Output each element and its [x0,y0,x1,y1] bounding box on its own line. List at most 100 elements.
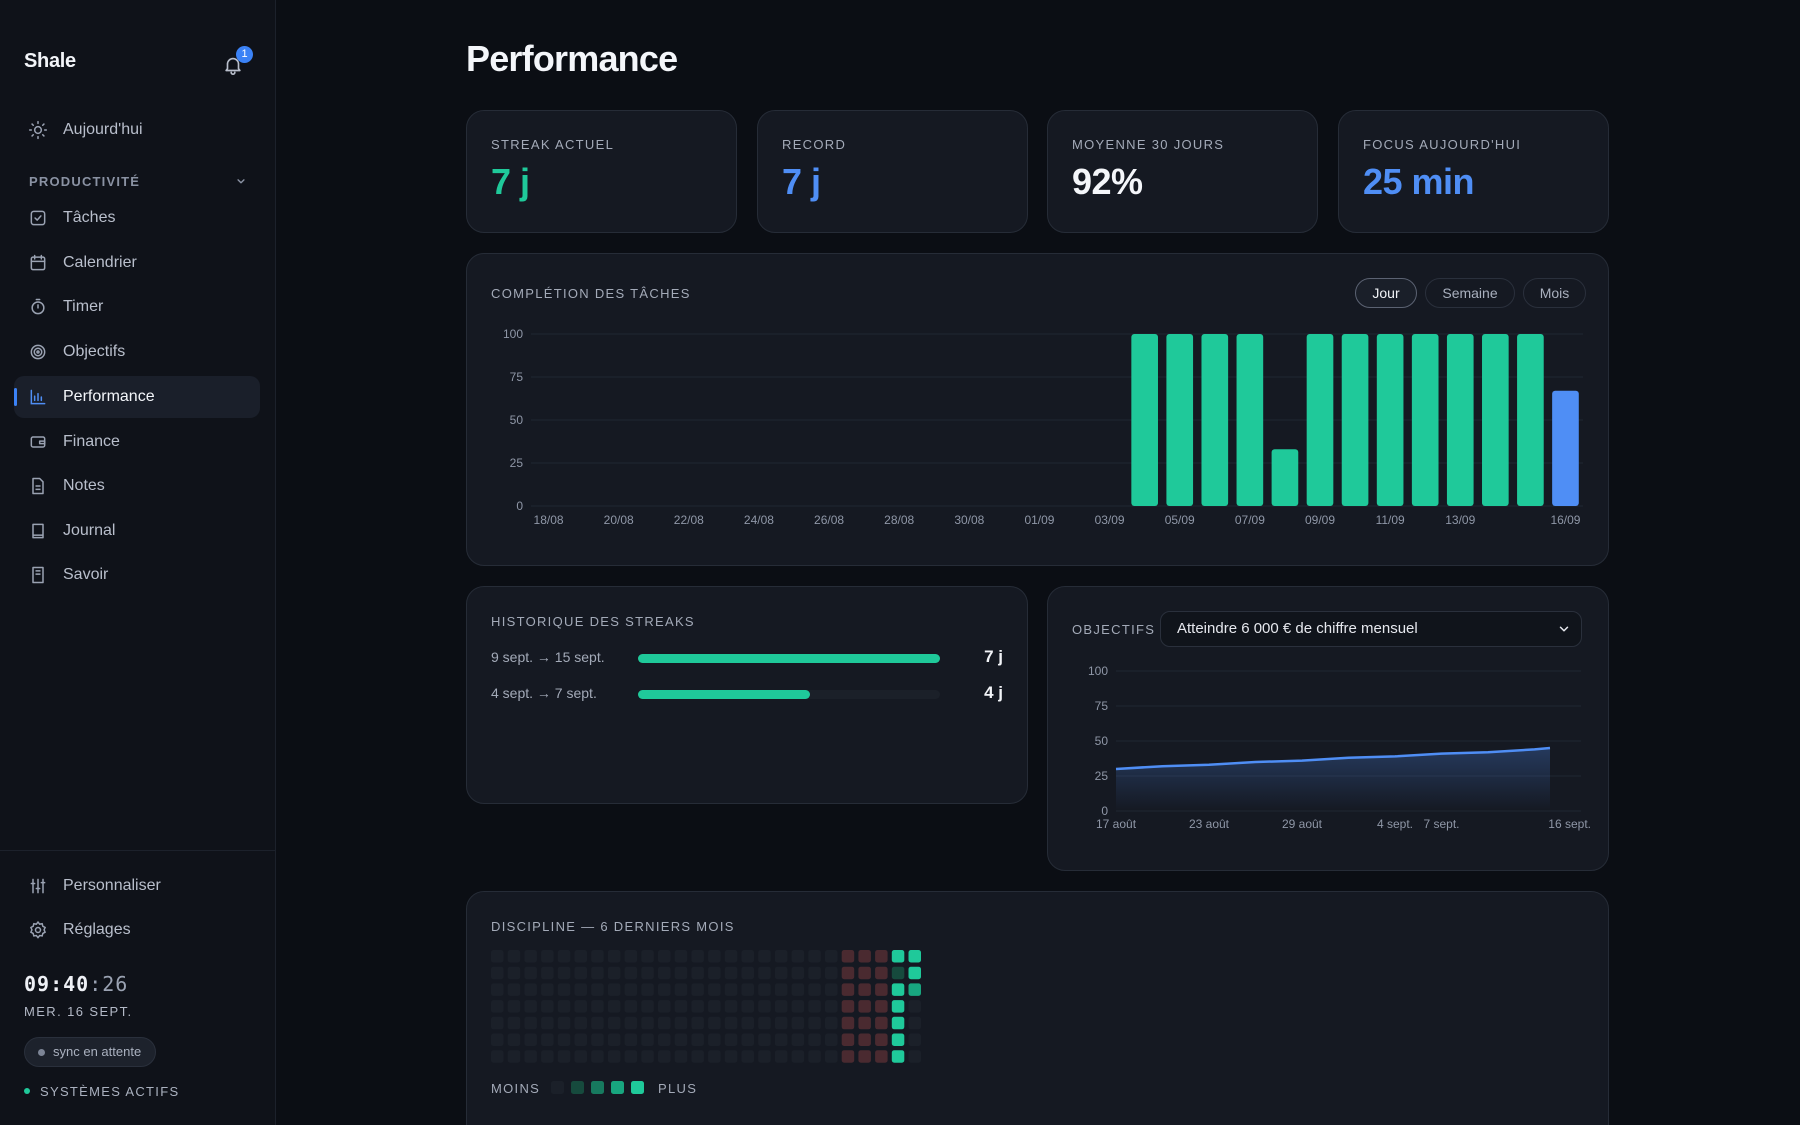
heatmap-cell [507,950,521,963]
sidebar-item-label: Réglages [63,921,131,938]
heatmap-cell [524,1016,537,1030]
heatmap-cell [641,1016,654,1030]
goal-select[interactable]: Atteindre 6 000 € de chiffre mensuel [1160,611,1582,647]
sidebar-item-label: Performance [63,388,155,405]
heatmap-cell [541,983,554,996]
heatmap-cell [908,950,921,963]
wallet-icon [30,436,46,448]
sidebar-item-calendar[interactable]: Calendrier [14,242,260,284]
bell-icon[interactable] [222,54,244,76]
heatmap-cell [858,1000,871,1013]
sidebar-item-settings[interactable]: Réglages [14,909,260,951]
heatmap-cell [825,966,838,980]
heatmap-cell [791,1016,805,1030]
heatmap-cell [791,950,805,963]
sidebar-item-notes[interactable]: Notes [14,465,260,507]
chevron-down-icon[interactable] [234,174,248,188]
heatmap-cell [557,1016,571,1030]
heatmap-cell [808,966,821,980]
heatmap-cell [741,1033,754,1046]
sidebar-item-finance[interactable]: Finance [14,421,260,463]
y-tick-label: 0 [1101,804,1108,818]
heatmap-cell [574,966,587,980]
chevron-down-icon [1559,626,1569,632]
heatmap-cell [507,1016,521,1030]
section-label-productivity: PRODUCTIVITÉ [29,174,141,189]
notification-badge: 1 [236,46,253,63]
sidebar-item-performance[interactable]: Performance [14,376,260,418]
heatmap-cell [691,1033,704,1046]
range-tab-day[interactable]: Jour [1355,278,1417,308]
document-icon [32,477,44,495]
current-date: MER. 16 SEPT. [24,1004,133,1019]
stat-label: MOYENNE 30 JOURS [1072,137,1225,152]
sliders-icon [30,878,46,894]
heatmap-cell [491,950,504,963]
heatmap-cell [741,983,754,996]
heatmap-cell [641,1050,654,1063]
heatmap-cell [808,950,821,963]
heatmap-cell [858,966,871,980]
sidebar-item-label: Tâches [63,209,116,226]
bar-chart-icon [30,389,46,405]
sidebar-item-knowledge[interactable]: Savoir [14,554,260,596]
goal-progress-chart: 0 25 50 75 100 17 août 23 août 29 août 4 sept. 7 … [1088,664,1591,831]
sync-status-badge[interactable]: sync en attente [24,1037,157,1067]
bar [1411,334,1439,506]
heatmap-cell [491,1050,504,1063]
heatmap-cell [841,1033,855,1046]
heatmap-cell [891,1000,905,1013]
streak-range: 4 sept. → 7 sept. [491,685,597,701]
heatmap-cell [591,966,604,980]
heatmap-cell [624,950,638,963]
streak-row: 9 sept. → 15 sept. 7 j [491,647,1003,667]
systems-status: SYSTÈMES ACTIFS [24,1084,179,1099]
heatmap-cell [557,1000,571,1013]
x-tick-label: 05/09 [1165,513,1195,527]
heatmap-cell [825,1016,838,1030]
sidebar-item-label: Aujourd'hui [63,121,143,138]
heatmap-cell [507,1033,521,1046]
heatmap-cell [624,1000,638,1013]
objectives-card: OBJECTIFS Atteindre 6 000 € de chiffre m… [1047,586,1609,871]
sidebar-item-timer[interactable]: Timer [14,286,260,328]
heatmap-cell [691,966,704,980]
heatmap-cell [758,1033,771,1046]
heatmap-cell [541,966,554,980]
heatmap-cell [541,1000,554,1013]
legend-swatch [551,1081,564,1094]
heatmap-cell [624,1016,638,1030]
heatmap-cell [541,1016,554,1030]
heatmap-cell [774,966,788,980]
goal-select-value: Atteindre 6 000 € de chiffre mensuel [1177,620,1418,637]
heatmap-cell [841,950,855,963]
sidebar-item-journal[interactable]: Journal [14,510,260,552]
heatmap-cell [708,983,721,996]
heatmap-cell [507,966,521,980]
clock-seconds: 26 [102,972,129,996]
x-tick-label: 24/08 [744,513,774,527]
heatmap-cell [708,966,721,980]
heatmap-cell [557,1033,571,1046]
range-tab-month[interactable]: Mois [1523,278,1586,308]
sidebar-item-today[interactable]: Aujourd'hui [14,109,260,151]
heatmap-cell [908,1016,921,1030]
sidebar-item-tasks[interactable]: Tâches [14,197,260,239]
heatmap-cell [658,950,671,963]
completion-bar-chart: 0 25 50 75 100 18/08 20/08 22/08 24/08 26/08 28/08… [503,327,1583,527]
sidebar-item-goals[interactable]: Objectifs [14,331,260,373]
stopwatch-icon [31,298,45,315]
sidebar-item-label: Savoir [63,566,109,583]
heatmap-cell [724,1016,738,1030]
heatmap-cell [624,983,638,996]
sidebar-item-customize[interactable]: Personnaliser [14,865,260,907]
heatmap-cell [724,1033,738,1046]
legend-swatch [591,1081,604,1094]
heatmap-cell [624,1033,638,1046]
heatmap-cell [624,966,638,980]
heatmap-cell [624,1050,638,1063]
heatmap-cell [524,1000,537,1013]
heatmap-cell [891,1050,905,1063]
heatmap-cell [875,1050,888,1063]
range-tab-week[interactable]: Semaine [1425,278,1515,308]
